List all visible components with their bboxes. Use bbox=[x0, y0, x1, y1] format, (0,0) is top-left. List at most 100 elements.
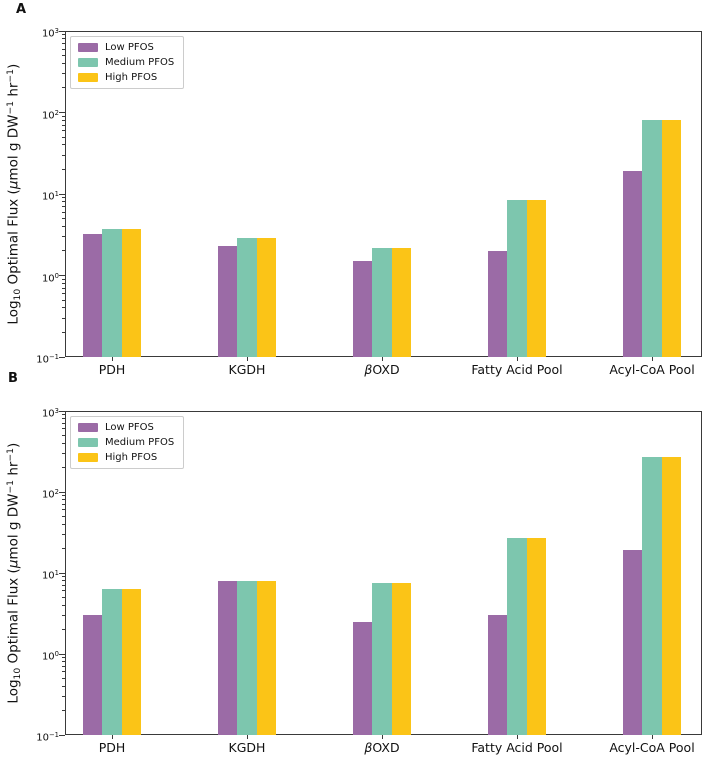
y-tick-label: 103 bbox=[41, 407, 59, 420]
y-minor-tick bbox=[61, 48, 65, 50]
legend-item: High PFOS bbox=[78, 452, 174, 463]
y-minor-tick bbox=[61, 428, 65, 430]
y-minor-tick bbox=[61, 442, 65, 444]
y-minor-tick bbox=[61, 317, 65, 319]
y-minor-tick bbox=[61, 495, 65, 497]
x-tick-label: PDH bbox=[98, 740, 126, 755]
bar-medium-pfos bbox=[102, 589, 122, 735]
y-minor-tick bbox=[61, 293, 65, 295]
y-minor-tick bbox=[61, 211, 65, 213]
bar-high-pfos bbox=[661, 119, 682, 357]
y-major-tick bbox=[59, 410, 65, 412]
y-minor-tick bbox=[61, 509, 65, 511]
y-minor-tick bbox=[61, 677, 65, 679]
y-tick-label: 101 bbox=[41, 569, 59, 582]
y-major-tick bbox=[59, 193, 65, 195]
y-minor-tick bbox=[61, 201, 65, 203]
y-major-tick bbox=[59, 112, 65, 114]
bar-high-pfos bbox=[526, 199, 547, 357]
y-minor-tick bbox=[61, 55, 65, 57]
x-tick-label: PDH bbox=[98, 362, 126, 377]
y-minor-tick bbox=[61, 236, 65, 238]
x-major-tick bbox=[516, 735, 518, 739]
y-major-tick bbox=[59, 653, 65, 655]
bar-low-pfos bbox=[622, 171, 643, 357]
y-minor-tick bbox=[61, 414, 65, 416]
y-minor-tick bbox=[61, 499, 65, 501]
y-minor-tick bbox=[61, 168, 65, 170]
y-minor-tick bbox=[61, 661, 65, 663]
y-major-tick bbox=[59, 572, 65, 574]
bar-medium-pfos bbox=[642, 457, 662, 735]
legend-label: Medium PFOS bbox=[105, 57, 175, 68]
bar-high-pfos bbox=[661, 457, 682, 735]
legend-swatch-icon bbox=[78, 43, 98, 52]
bar-medium-pfos bbox=[102, 229, 122, 357]
x-tick-label: Fatty Acid Pool bbox=[471, 362, 563, 377]
legend-label: High PFOS bbox=[105, 452, 158, 463]
y-minor-tick bbox=[61, 197, 65, 199]
bar-medium-pfos bbox=[237, 580, 257, 735]
y-minor-tick bbox=[61, 590, 65, 592]
y-major-tick bbox=[59, 275, 65, 277]
y-minor-tick bbox=[61, 418, 65, 420]
y-major-tick bbox=[59, 30, 65, 32]
bar-medium-pfos bbox=[507, 199, 527, 357]
y-minor-tick bbox=[61, 124, 65, 126]
x-major-tick bbox=[246, 735, 248, 739]
x-tick-label: Acyl-CoA Pool bbox=[609, 740, 695, 755]
y-minor-tick bbox=[61, 218, 65, 220]
y-minor-tick bbox=[61, 515, 65, 517]
legend: Low PFOS Medium PFOS High PFOS bbox=[70, 416, 185, 469]
legend-swatch-icon bbox=[78, 438, 98, 447]
bar-medium-pfos bbox=[372, 247, 392, 357]
y-minor-tick bbox=[61, 119, 65, 121]
y-minor-tick bbox=[61, 225, 65, 227]
y-minor-tick bbox=[61, 434, 65, 436]
y-minor-tick bbox=[61, 585, 65, 587]
y-major-tick bbox=[59, 491, 65, 493]
legend: Low PFOS Medium PFOS High PFOS bbox=[70, 36, 185, 89]
bar-low-pfos bbox=[487, 250, 508, 357]
legend-item: High PFOS bbox=[78, 72, 174, 83]
y-minor-tick bbox=[61, 695, 65, 697]
legend-label: Medium PFOS bbox=[105, 437, 175, 448]
bar-low-pfos bbox=[217, 246, 238, 357]
y-minor-tick bbox=[61, 614, 65, 616]
y-minor-tick bbox=[61, 73, 65, 75]
y-minor-tick bbox=[61, 596, 65, 598]
legend-swatch-icon bbox=[78, 423, 98, 432]
y-minor-tick bbox=[61, 580, 65, 582]
y-tick-label: 100 bbox=[41, 650, 59, 663]
y-tick-label: 100 bbox=[41, 271, 59, 284]
y-minor-tick bbox=[61, 62, 65, 64]
x-tick-label: KGDH bbox=[228, 740, 266, 755]
bar-medium-pfos bbox=[237, 237, 257, 357]
y-minor-tick bbox=[61, 533, 65, 535]
y-minor-tick bbox=[61, 136, 65, 138]
x-major-tick bbox=[111, 357, 113, 361]
legend-item: Medium PFOS bbox=[78, 57, 174, 68]
x-tick-label: βOXD bbox=[364, 740, 400, 755]
y-minor-tick bbox=[61, 523, 65, 525]
x-major-tick bbox=[111, 735, 113, 739]
y-minor-tick bbox=[61, 287, 65, 289]
y-minor-tick bbox=[61, 34, 65, 36]
bar-low-pfos bbox=[352, 621, 373, 735]
x-tick-label: Acyl-CoA Pool bbox=[609, 362, 695, 377]
panel-label-a: A bbox=[16, 2, 27, 17]
y-minor-tick bbox=[61, 87, 65, 89]
legend-swatch-icon bbox=[78, 58, 98, 67]
y-tick-label: 10−1 bbox=[36, 731, 59, 744]
bar-medium-pfos bbox=[642, 119, 662, 357]
y-minor-tick bbox=[61, 278, 65, 280]
y-minor-tick bbox=[61, 504, 65, 506]
y-tick-label: 102 bbox=[41, 488, 59, 501]
x-major-tick bbox=[516, 357, 518, 361]
legend-item: Low PFOS bbox=[78, 422, 174, 433]
y-minor-tick bbox=[61, 467, 65, 469]
y-minor-tick bbox=[61, 282, 65, 284]
y-minor-tick bbox=[61, 548, 65, 550]
legend-label: Low PFOS bbox=[105, 422, 154, 433]
